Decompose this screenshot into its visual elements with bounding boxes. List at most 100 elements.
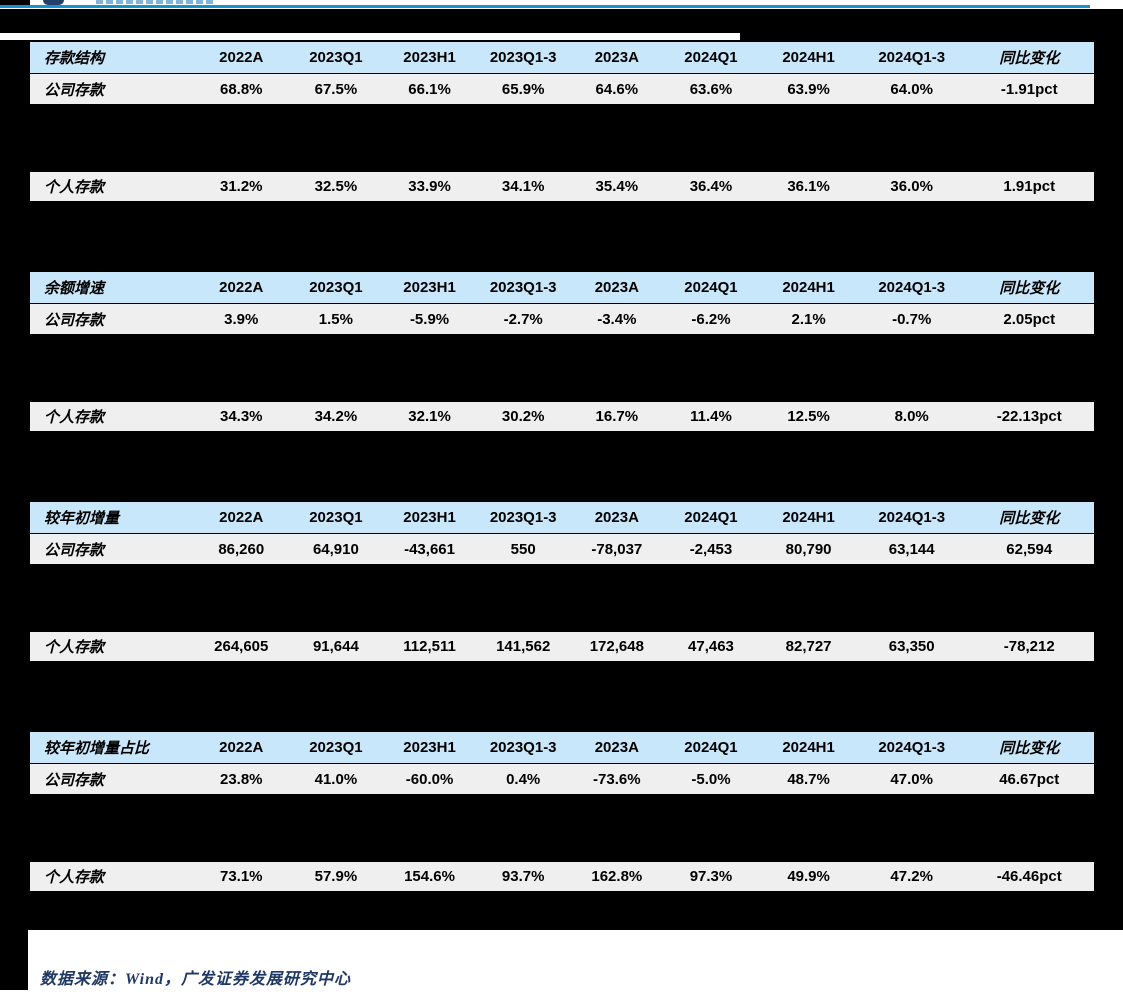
table-1-row-1-cell-2: 67.5% <box>314 80 358 98</box>
table-2-row-2-cell-3: 32.1% <box>408 408 451 425</box>
table-2-column-header-3: 2023H1 <box>403 279 456 296</box>
table-3-column-header-2: 2023Q1 <box>309 509 363 526</box>
left-margin-dark-strip <box>0 930 28 990</box>
table-3-row-1-cell-9: 62,594 <box>1006 540 1053 558</box>
table-2-row-2-cell-6: 11.4% <box>690 408 732 425</box>
table-2-row-2-cell-2: 34.2% <box>314 408 358 425</box>
table-1-data-row-1: 公司存款 68.8% 67.5% 66.1% 65.9% 64.6% 63.6% 63.9% 6… <box>28 74 1096 106</box>
table-2-data-row-1: 公司存款 3.9% 1.5% -5.9% -2.7% -3.4% -6.2% 2.1% -0.7… <box>28 304 1096 336</box>
table-3-row-2-cell-6: 47,463 <box>688 638 734 655</box>
table-4-row-1-cell-8: 47.0% <box>890 770 933 788</box>
table-3-row-2-cell-1: 264,605 <box>214 638 269 655</box>
table-4-row-2-cell-1: 73.1% <box>219 868 263 885</box>
table-1-row-2-cell-9: 1.91pct <box>1003 178 1056 195</box>
table-2-column-header-7: 2024H1 <box>782 279 835 296</box>
table-3-row-1-label: 公司存款 <box>44 542 105 559</box>
table-1-row-1-cell-8: 64.0% <box>890 80 933 98</box>
table-2-data-row-2: 个人存款 34.3% 34.2% 32.1% 30.2% 16.7% 11.4% 12.5% 8… <box>28 401 1096 434</box>
table-2-column-header-9: 同比变化 <box>999 281 1060 297</box>
table-3-row-1-cell-2: 64,910 <box>312 540 359 558</box>
table-3-column-header-8: 2024Q1-3 <box>878 509 946 526</box>
table-4-row-2-cell-3: 154.6% <box>404 868 455 885</box>
table-2-row-2-cell-7: 12.5% <box>787 408 830 425</box>
table-3-row-2-cell-8: 63,350 <box>888 638 935 655</box>
table-4-row-2-cell-6: 97.3% <box>689 868 733 885</box>
table-2-title: 余额增速 <box>44 281 105 297</box>
table-4-row-1-cell-3: -60.0% <box>405 770 454 788</box>
table-2-row-1-cell-2: 1.5% <box>318 310 353 328</box>
table-2-header-row: 余额增速 2022A 2023Q1 2023H1 2023Q1-3 2023A 2024Q1… <box>28 270 1096 304</box>
table-1-column-header-6: 2024Q1 <box>684 49 738 66</box>
table-4-title: 较年初增量占比 <box>44 741 150 757</box>
table-3-header-row: 较年初增量 2022A 2023Q1 2023H1 2023Q1-3 2023A 2024Q… <box>28 500 1096 534</box>
table-2-column-header-1: 2022A <box>219 279 264 296</box>
table-1-column-header-8: 2024Q1-3 <box>878 49 946 66</box>
table-2-row-2-cell-9: -22.13pct <box>996 408 1062 425</box>
table-4-column-header-9: 同比变化 <box>999 741 1060 757</box>
table-1-column-header-9: 同比变化 <box>999 51 1060 67</box>
gf-securities-wordmark-fragment <box>96 0 216 4</box>
table-4-column-header-6: 2024Q1 <box>684 739 738 756</box>
table-1-title: 存款结构 <box>44 51 105 67</box>
table-2-row-1-cell-4: -2.7% <box>503 310 543 328</box>
table-2-row-1-label: 公司存款 <box>44 312 105 329</box>
table-2-column-header-6: 2024Q1 <box>684 279 738 296</box>
table-4-row-1-cell-7: 48.7% <box>787 770 830 788</box>
table-4-row-2-cell-2: 57.9% <box>314 868 358 885</box>
table-2-row-1-cell-8: -0.7% <box>892 310 932 328</box>
table-3-column-header-5: 2023A <box>594 509 639 526</box>
table-1-column-header-2: 2023Q1 <box>309 49 363 66</box>
table-1-row-2-cell-8: 36.0% <box>890 178 933 195</box>
table-3-column-header-1: 2022A <box>219 509 264 526</box>
table-1-column-header-4: 2023Q1-3 <box>489 49 557 66</box>
table-1-row-2-cell-1: 31.2% <box>219 178 263 195</box>
table-4-column-header-5: 2023A <box>594 739 639 756</box>
table-4-row-1-cell-5: -73.6% <box>593 770 641 788</box>
table-3-column-header-9: 同比变化 <box>999 511 1060 527</box>
table-4-row-1-cell-4: 0.4% <box>506 770 541 788</box>
table-3-row-2-cell-7: 82,727 <box>785 638 832 655</box>
table-1-row-2-cell-4: 34.1% <box>501 178 545 195</box>
table-1-column-header-3: 2023H1 <box>403 49 456 66</box>
table-4-row-2-label: 个人存款 <box>44 870 105 886</box>
table-2-row-2-cell-1: 34.3% <box>219 408 263 425</box>
table-1-row-1-cell-6: 63.6% <box>689 80 733 98</box>
table-1-row-1-label: 公司存款 <box>44 82 105 99</box>
table-4-row-2-cell-4: 93.7% <box>501 868 545 885</box>
table-4-data-row-1: 公司存款 23.8% 41.0% -60.0% 0.4% -73.6% -5.0% 48.7%… <box>28 764 1096 796</box>
table-3-column-header-4: 2023Q1-3 <box>489 509 557 526</box>
table-2-row-1-cell-3: -5.9% <box>409 310 450 328</box>
table-4-row-1-cell-6: -5.0% <box>691 770 731 788</box>
table-4-row-1-cell-2: 41.0% <box>314 770 358 788</box>
table-1-row-1-cell-3: 66.1% <box>408 80 451 98</box>
table-3-row-1-cell-5: -78,037 <box>591 540 643 558</box>
table-1-row-1-cell-7: 63.9% <box>787 80 830 98</box>
table-2-row-1-cell-1: 3.9% <box>224 310 259 328</box>
table-3-row-2-cell-2: 91,644 <box>312 638 359 655</box>
table-4-data-row-2: 个人存款 73.1% 57.9% 154.6% 93.7% 162.8% 97.3% 49.9… <box>28 861 1096 894</box>
table-4-row-1-cell-1: 23.8% <box>219 770 263 788</box>
table-1-row-2-cell-3: 33.9% <box>408 178 451 195</box>
table-4-column-header-8: 2024Q1-3 <box>878 739 946 756</box>
table-1-data-row-2: 个人存款 31.2% 32.5% 33.9% 34.1% 35.4% 36.4% 36.1% 3… <box>28 171 1096 204</box>
table-3-row-2-cell-4: 141,562 <box>496 638 551 655</box>
table-3-column-header-7: 2024H1 <box>782 509 835 526</box>
table-3-row-2-cell-9: -78,212 <box>1003 638 1055 655</box>
table-3-row-2-cell-5: 172,648 <box>589 638 644 655</box>
table-1-row-1-cell-4: 65.9% <box>501 80 545 98</box>
table-2-column-header-8: 2024Q1-3 <box>878 279 946 296</box>
table-4-row-2-cell-8: 47.2% <box>890 868 933 885</box>
table-1-row-2-cell-7: 36.1% <box>787 178 830 195</box>
table-1-row-2-label: 个人存款 <box>44 180 105 196</box>
header-accent-rule <box>0 5 1090 8</box>
table-1-column-header-1: 2022A <box>219 49 264 66</box>
table-3-row-1-cell-3: -43,661 <box>404 540 455 558</box>
table-3-row-1-cell-4: 550 <box>510 540 536 558</box>
top-left-cutoff-block <box>0 0 30 6</box>
table-4-header-row: 较年初增量占比 2022A 2023Q1 2023H1 2023Q1-3 2023A 202… <box>28 730 1096 764</box>
table-1-row-2-cell-2: 32.5% <box>314 178 358 195</box>
gf-securities-logo-icon <box>43 0 64 5</box>
table-2-row-2-cell-5: 16.7% <box>595 408 639 425</box>
table-2-row-1-cell-7: 2.1% <box>791 310 826 328</box>
table-2-row-2-cell-4: 30.2% <box>501 408 545 425</box>
